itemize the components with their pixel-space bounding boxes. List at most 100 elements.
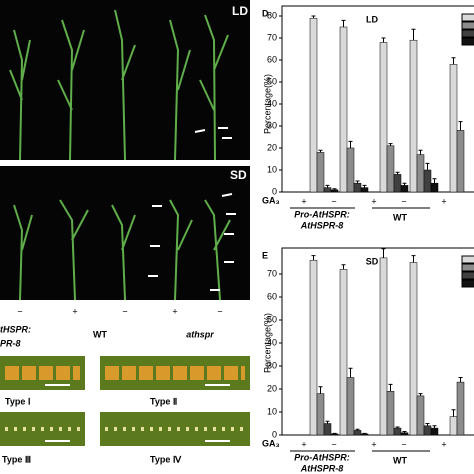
bar	[360, 433, 369, 436]
plants	[9, 9, 229, 161]
error-bar	[381, 37, 386, 43]
error-bar	[418, 393, 423, 396]
y-tick-label: 30	[267, 360, 277, 370]
type-label: Type Ⅱ	[150, 396, 177, 406]
error-bar	[341, 264, 346, 270]
bar	[423, 425, 432, 436]
plot-frame	[281, 247, 474, 436]
bar	[456, 381, 465, 436]
ld-photo: LD	[0, 0, 250, 161]
group-label: WT	[393, 212, 407, 222]
treatment: +	[72, 306, 77, 316]
y-tick-label: 10	[267, 164, 277, 174]
y-tick-label: 70	[267, 268, 277, 278]
error-bar	[451, 409, 456, 417]
treatment: −	[217, 306, 222, 316]
error-bar	[432, 178, 437, 184]
bar	[386, 391, 395, 436]
photo-label: SD	[230, 168, 247, 182]
group-label: AtHSPR-8	[300, 220, 344, 230]
genotype: PR-8	[0, 338, 21, 348]
bar	[360, 187, 369, 193]
x-axis-label: GA₃	[262, 438, 280, 448]
error-bar	[451, 57, 456, 65]
y-tick-label: 60	[267, 54, 277, 64]
error-bar	[311, 15, 316, 19]
error-bar	[402, 431, 407, 433]
error-bar	[395, 426, 400, 429]
bar	[346, 147, 355, 193]
error-bar	[402, 182, 407, 186]
bar	[309, 17, 318, 193]
y-axis-label: Percentage(%)	[262, 74, 272, 134]
y-tick-label: 40	[267, 337, 277, 347]
bar	[339, 26, 348, 193]
bar	[346, 377, 355, 436]
treatment: −	[122, 306, 127, 316]
group-label: WT	[393, 455, 407, 465]
bar	[386, 145, 395, 193]
x-tick-label: +	[371, 196, 376, 206]
error-bar	[348, 367, 353, 378]
error-bar	[325, 184, 330, 188]
bar	[456, 130, 465, 193]
bar	[309, 259, 318, 436]
legend-swatch	[461, 29, 474, 38]
bar	[353, 182, 362, 193]
legend-swatch	[461, 263, 474, 272]
bar	[393, 174, 402, 193]
y-tick-label: 80	[267, 10, 277, 20]
seed-photos: Type Ⅰ Type Ⅱ Type Ⅲ Type Ⅳ	[0, 356, 250, 464]
genotype: WT	[93, 329, 107, 339]
x-tick-label: +	[441, 439, 446, 449]
bar	[393, 427, 402, 436]
panel-label: D	[262, 8, 269, 18]
bar	[379, 42, 388, 193]
y-tick-label: 20	[267, 142, 277, 152]
error-bar	[381, 248, 386, 258]
bar	[339, 269, 348, 436]
bar	[409, 39, 418, 193]
y-tick-label: 60	[267, 291, 277, 301]
y-tick-label: 40	[267, 98, 277, 108]
error-bar	[425, 162, 430, 170]
error-bar	[341, 19, 346, 27]
error-bar	[355, 428, 360, 431]
y-tick-label: 30	[267, 120, 277, 130]
y-tick-label: 50	[267, 314, 277, 324]
sd-photo: SD	[0, 166, 250, 301]
error-bar	[348, 140, 353, 148]
photo-labels: − + − + − tHSPR: PR-8 WT athspr	[0, 306, 223, 348]
panel-label: E	[262, 250, 268, 260]
bar	[400, 185, 409, 193]
error-bar	[411, 28, 416, 41]
y-tick-label: 10	[267, 406, 277, 416]
error-bar	[395, 171, 400, 175]
treatment: +	[172, 306, 177, 316]
error-bar	[362, 184, 367, 188]
x-tick-label: +	[301, 439, 306, 449]
bar	[416, 395, 425, 436]
arrows	[194, 127, 232, 139]
treatment: −	[17, 306, 22, 316]
error-bar	[388, 383, 393, 392]
type-label: Type Ⅲ	[2, 454, 31, 464]
bar	[316, 152, 325, 193]
error-bar	[355, 180, 360, 184]
type-label: Type Ⅳ	[150, 454, 182, 464]
error-bar	[318, 386, 323, 394]
error-bar	[418, 149, 423, 155]
error-bar	[325, 420, 330, 424]
bar	[449, 416, 458, 436]
bar	[449, 64, 458, 193]
bar	[323, 187, 332, 193]
bar	[323, 423, 332, 436]
bar	[353, 430, 362, 436]
photo-label: LD	[232, 4, 248, 18]
error-bar	[458, 377, 463, 383]
type-label: Type Ⅰ	[5, 396, 31, 406]
legend-swatch	[461, 255, 474, 264]
error-bar	[388, 143, 393, 146]
legend-swatch	[461, 37, 474, 46]
